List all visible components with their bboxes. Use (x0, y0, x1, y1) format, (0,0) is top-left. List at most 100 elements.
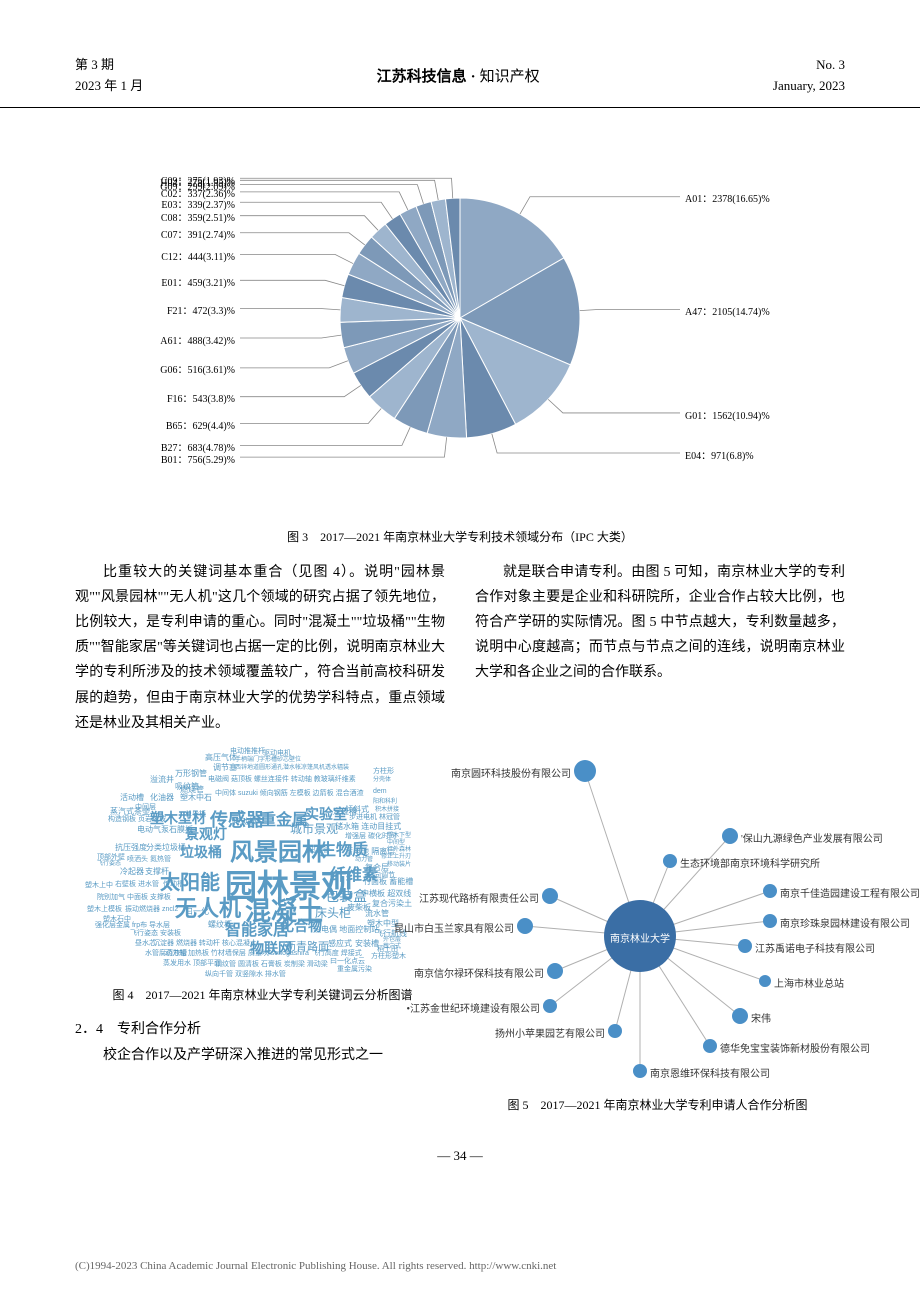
pie-label: C08：359(2.51)% (161, 209, 235, 224)
pie-label: E04：971(6.8)% (685, 447, 754, 462)
pie-label: F21：472(3.3)% (167, 302, 235, 317)
pie-label: G01：1562(10.94)% (685, 407, 770, 422)
wordcloud-word: 床头柜 (315, 904, 351, 921)
wordcloud-word: 电动气泵 (137, 824, 169, 835)
pie-label: E01：459(3.21)% (161, 274, 235, 289)
network-node (763, 914, 777, 928)
wordcloud-word: 飞行姿态 安装板 (130, 928, 181, 938)
issue-en: No. 3 (773, 55, 845, 76)
wordcloud-word: 竹面板 蓄能槽 (363, 876, 413, 887)
network-node-label: 南京信尔禄环保科技有限公司 (414, 965, 544, 980)
wordcloud-word: 葬穴式 (383, 941, 401, 950)
wordcloud-word: 调节塞 (213, 762, 237, 773)
wordcloud-word: 石膜板 (169, 824, 193, 835)
network-node (763, 884, 777, 898)
wordcloud-word: 单导板 (185, 809, 206, 819)
wordcloud-word: 传动槽 (163, 879, 184, 889)
network-node-label: •江苏金世纪环境建设有限公司 (406, 1000, 540, 1015)
pie-label: C07：391(2.74)% (161, 226, 235, 241)
network-node-label: 江苏现代路桥有限责任公司 (419, 890, 539, 905)
col1-p1: 比重较大的关键词基本重合（见图 4）。说明"园林景观""风景园林""无人机"这几… (75, 560, 445, 736)
wordcloud-word: 安装槽 (355, 938, 379, 949)
wordcloud-word: 电磁阀 菇顶板 螺丝连接件 转动轴 教玻璃纤维素 (208, 774, 356, 784)
figure-4-caption: 图 4 2017—2021 年南京林业大学专利关键词云分析图谱 (75, 986, 450, 1003)
section-2-4-text: 校企合作以及产学研深入推进的常见形式之一 (75, 1043, 450, 1068)
copyright-footer: (C)1994-2023 China Academic Journal Elec… (75, 1260, 556, 1272)
issue-cn: 第 3 期 (75, 55, 143, 76)
wordcloud-word: 曰一化 (185, 906, 209, 917)
col2-p1: 就是联合申请专利。由图 5 可知，南京林业大学的专利合作对象主要是企业和科研院所… (475, 560, 845, 686)
figure-5-col: 南京林业大学南京圆环科技股份有限公司'保山九源绿色产业发展有限公司生态环境部南京… (470, 746, 845, 1128)
network-node (574, 760, 596, 782)
pie-label: C09：275(1.93)% (161, 172, 235, 187)
wordcloud-word: dem (373, 788, 387, 795)
network-node (633, 1064, 647, 1078)
wordcloud-word: 中间体 suzuki 倾向钢筋 左模板 边箭板 混合酒渣 (215, 788, 364, 798)
wordcloud-word: 塑木上模板 (87, 904, 122, 914)
wordcloud-word: 塑木上中 (85, 880, 113, 890)
wordcloud-word: 飞行姿态 (97, 858, 121, 867)
page-number: — 34 — (0, 1148, 920, 1164)
network-node (517, 918, 533, 934)
pie-label: A61：488(3.42)% (160, 332, 235, 347)
pie-label: B27：683(4.78)% (161, 439, 235, 454)
wordcloud-word: 西锌地道圆形通孔潜水帐凉篷风机透水辐装 (235, 762, 349, 771)
wordcloud-word: 感应式 (328, 938, 352, 949)
wordcloud-word: 溢流井 (150, 774, 174, 785)
network-center-label: 南京林业大学 (610, 930, 670, 945)
wordcloud-word: 城市景观 (290, 820, 338, 837)
wordcloud-word: 重金属污染 (337, 964, 372, 974)
network-node (542, 888, 558, 904)
network-node (759, 975, 771, 987)
network-node-label: 生态环境部南京环境科学研究所 (680, 855, 820, 870)
section-2-4-heading: 2．4 专利合作分析 (75, 1018, 450, 1038)
wordcloud-word: 手柄端门字形槽砂芯壁位 (235, 754, 301, 763)
network-node (663, 854, 677, 868)
wordcloud-word: 冷起器 (120, 866, 144, 877)
wordcloud-word: 热电偶 地面控制站 (313, 924, 379, 935)
pie-label: G06：516(3.61)% (160, 361, 235, 376)
header-right: No. 3 January, 2023 (773, 55, 845, 97)
date-cn: 2023 年 1 月 (75, 76, 143, 97)
network-node-label: 南京千佳造园建设工程有限公司 (780, 885, 920, 900)
network-node-label: 南京珍珠泉园林建设有限公司 (780, 915, 910, 930)
wordcloud-word: 构造钢板 页岩坡坡 (108, 814, 166, 824)
network-node (543, 999, 557, 1013)
wordcloud-word: 方柱形塑木 (371, 951, 406, 961)
figure-3-caption: 图 3 2017—2021 年南京林业大学专利技术领域分布（IPC 大类） (0, 528, 920, 545)
column-right: 就是联合申请专利。由图 5 可知，南京林业大学的专利合作对象主要是企业和科研院所… (475, 560, 845, 736)
wordcloud-word: 中间层 (135, 802, 156, 812)
network-figure: 南京林业大学南京圆环科技股份有限公司'保山九源绿色产业发展有限公司生态环境部南京… (470, 746, 845, 1091)
network-node (722, 828, 738, 844)
network-node (703, 1039, 717, 1053)
network-node-label: '保山九源绿色产业发展有限公司 (741, 830, 883, 845)
wordcloud-word: 分类垃圾桶 (146, 842, 186, 853)
wordcloud-word: 传动板 (233, 816, 257, 827)
pie-label: A47：2105(14.74)% (685, 303, 770, 318)
figure-4-col: 园林景观混凝土风景园林无人机太阳能传感器重金属生物质智能家居纤维素垃圾桶塑木型材… (75, 746, 450, 1128)
network-node-label: 南京恩维环保科技有限公司 (650, 1065, 770, 1080)
header-left: 第 3 期 2023 年 1 月 (75, 55, 143, 97)
wordcloud-word: 移动装片 (387, 859, 411, 868)
figures-row: 园林景观混凝土风景园林无人机太阳能传感器重金属生物质智能家居纤维素垃圾桶塑木型材… (0, 746, 920, 1128)
wordcloud-word: 支撑杆 (145, 866, 169, 877)
wordcloud-word: 垃圾桶 (180, 842, 222, 862)
wordcloud-figure: 园林景观混凝土风景园林无人机太阳能传感器重金属生物质智能家居纤维素垃圾桶塑木型材… (75, 746, 450, 981)
network-node (732, 1008, 748, 1024)
network-node-label: 德华免宝宝装饰新材股份有限公司 (720, 1040, 870, 1055)
network-node (738, 939, 752, 953)
body-text: 比重较大的关键词基本重合（见图 4）。说明"园林景观""风景园林""无人机"这几… (0, 560, 920, 736)
network-node-label: 南京圆环科技股份有限公司 (451, 765, 571, 780)
figure-5-caption: 图 5 2017—2021 年南京林业大学专利申请人合作分析图 (470, 1096, 845, 1113)
wordcloud-word: 燃烧管 (180, 784, 204, 795)
wordcloud-word: 万形钢管 (175, 768, 207, 779)
wordcloud-word: 纵向千管 双竖隙水 排水管 (205, 969, 286, 979)
network-node-label: 宋伟 (751, 1010, 771, 1025)
network-node-label: 江苏禹诺电子科技有限公司 (755, 940, 875, 955)
wordcloud-word: 院别加气 中面板 支撑板 (97, 892, 171, 902)
wordcloud-word: 出水管 (309, 845, 330, 855)
wordcloud-word: 右壁板 进水管 (115, 879, 159, 889)
pie-chart-svg (320, 178, 600, 458)
date-en: January, 2023 (773, 76, 845, 97)
page-header: 第 3 期 2023 年 1 月 江苏科技信息·知识产权 No. 3 Janua… (0, 0, 920, 108)
